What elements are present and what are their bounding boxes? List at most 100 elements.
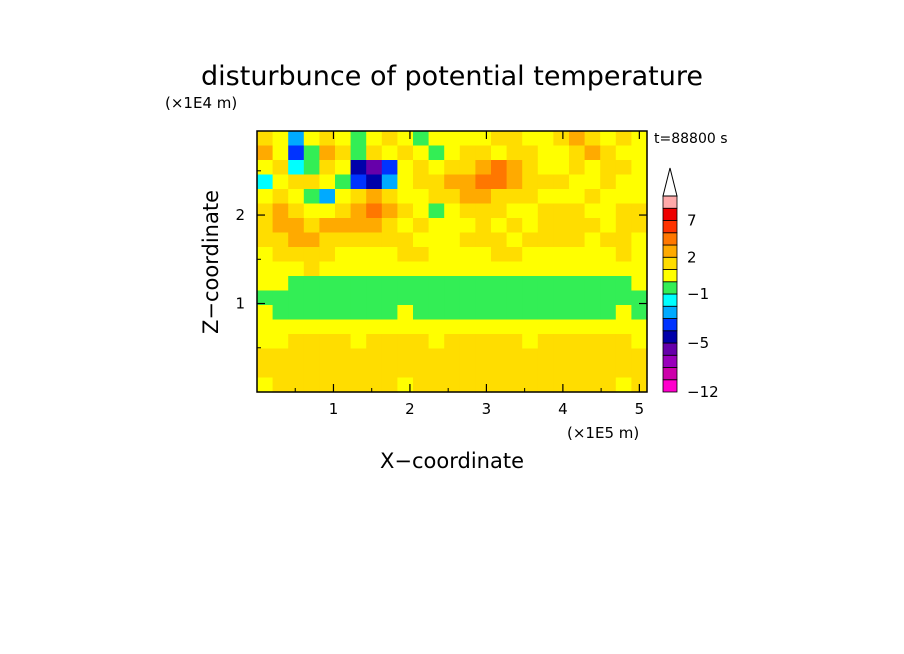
field-cell bbox=[444, 145, 461, 161]
field-cell bbox=[428, 290, 445, 306]
colorbar-swatch bbox=[662, 318, 678, 332]
field-cell bbox=[303, 174, 320, 190]
field-cell bbox=[459, 160, 476, 176]
field-cell bbox=[584, 305, 601, 321]
field-cell bbox=[350, 305, 367, 321]
field-cell bbox=[381, 174, 398, 190]
field-cell bbox=[491, 218, 508, 234]
field-cell bbox=[459, 290, 476, 306]
field-cell bbox=[381, 218, 398, 234]
field-cell bbox=[615, 203, 632, 219]
field-cell bbox=[350, 189, 367, 205]
field-cell bbox=[491, 363, 508, 379]
field-cell bbox=[381, 305, 398, 321]
field-cell bbox=[615, 232, 632, 248]
field-cell bbox=[506, 232, 523, 248]
field-cell bbox=[366, 276, 383, 292]
field-cell bbox=[350, 218, 367, 234]
colorbar-swatch bbox=[662, 232, 678, 246]
field-cell bbox=[459, 145, 476, 161]
field-cell bbox=[506, 218, 523, 234]
x-tick-label: 5 bbox=[635, 400, 645, 418]
field-cell bbox=[459, 305, 476, 321]
colorbar-swatch bbox=[662, 367, 678, 381]
field-cell bbox=[600, 203, 617, 219]
field-cell bbox=[506, 290, 523, 306]
field-cell bbox=[350, 203, 367, 219]
field-cell bbox=[319, 203, 336, 219]
field-cell bbox=[569, 218, 586, 234]
field-cell bbox=[288, 261, 305, 277]
field-cell bbox=[491, 319, 508, 335]
field-cell bbox=[272, 174, 289, 190]
field-cell bbox=[506, 305, 523, 321]
field-cell bbox=[272, 305, 289, 321]
field-cell bbox=[631, 247, 648, 263]
field-cell bbox=[444, 189, 461, 205]
field-cell bbox=[584, 218, 601, 234]
field-cell bbox=[428, 348, 445, 364]
field-cell bbox=[319, 305, 336, 321]
field-cell bbox=[366, 290, 383, 306]
field-cell bbox=[444, 261, 461, 277]
colorbar-swatch bbox=[662, 256, 678, 270]
field-cell bbox=[381, 377, 398, 393]
field-cell bbox=[397, 276, 414, 292]
field-cell bbox=[350, 145, 367, 161]
field-cell bbox=[459, 334, 476, 350]
field-cell bbox=[522, 305, 539, 321]
field-cell bbox=[335, 290, 352, 306]
field-cell bbox=[288, 160, 305, 176]
colorbar-swatch bbox=[662, 354, 678, 368]
y-axis: 12 bbox=[235, 170, 647, 349]
field-cell bbox=[272, 203, 289, 219]
field-cell bbox=[319, 218, 336, 234]
colorbar-swatch bbox=[662, 281, 678, 295]
field-cell bbox=[459, 174, 476, 190]
field-cell bbox=[506, 334, 523, 350]
field-cell bbox=[631, 334, 648, 350]
field-cell bbox=[257, 319, 274, 335]
colorbar-tick-label: −1 bbox=[687, 285, 709, 303]
field-cell bbox=[569, 348, 586, 364]
field-cell bbox=[584, 276, 601, 292]
field-cell bbox=[631, 203, 648, 219]
field-cell bbox=[553, 145, 570, 161]
field-cell bbox=[615, 247, 632, 263]
field-cell bbox=[600, 319, 617, 335]
field-cell bbox=[444, 305, 461, 321]
field-cell bbox=[600, 276, 617, 292]
field-cell bbox=[413, 290, 430, 306]
field-cell bbox=[288, 232, 305, 248]
field-cell bbox=[615, 319, 632, 335]
field-cell bbox=[381, 203, 398, 219]
field-cell bbox=[413, 247, 430, 263]
field-cell bbox=[631, 189, 648, 205]
field-cell bbox=[475, 232, 492, 248]
field-cell bbox=[319, 261, 336, 277]
field-cell bbox=[537, 276, 554, 292]
field-cell bbox=[584, 174, 601, 190]
field-cell bbox=[444, 363, 461, 379]
field-cell bbox=[257, 247, 274, 263]
field-cell bbox=[350, 363, 367, 379]
field-cell bbox=[459, 203, 476, 219]
field-cell bbox=[584, 319, 601, 335]
field-cell bbox=[428, 363, 445, 379]
field-cell bbox=[491, 247, 508, 263]
field-cell bbox=[569, 363, 586, 379]
field-cell bbox=[413, 377, 430, 393]
field-cell bbox=[335, 348, 352, 364]
field-cell bbox=[413, 305, 430, 321]
field-cell bbox=[553, 203, 570, 219]
field-cell bbox=[303, 363, 320, 379]
field-cell bbox=[366, 174, 383, 190]
field-cell bbox=[366, 319, 383, 335]
field-cell bbox=[569, 232, 586, 248]
field-cell bbox=[397, 232, 414, 248]
field-cell bbox=[319, 334, 336, 350]
field-cell bbox=[413, 131, 430, 147]
field-cell bbox=[569, 334, 586, 350]
field-cell bbox=[522, 232, 539, 248]
field-cell bbox=[459, 319, 476, 335]
